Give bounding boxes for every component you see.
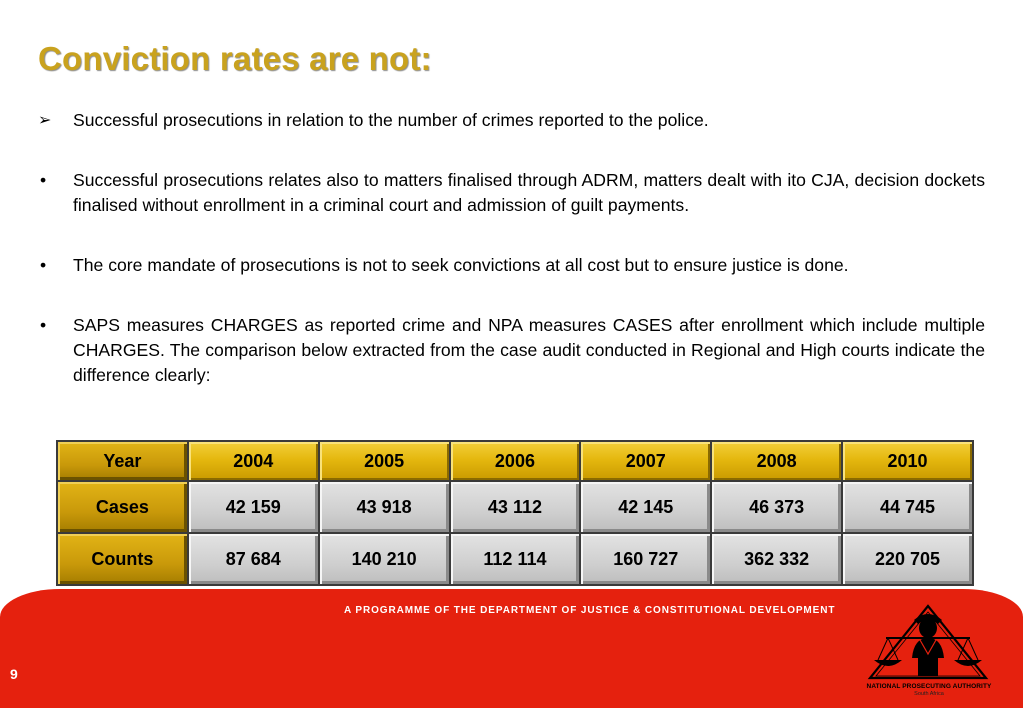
bullet-text: SAPS measures CHARGES as reported crime … <box>73 315 985 385</box>
table-header-cell: 2008 <box>710 440 844 482</box>
table-header-cell: 2007 <box>579 440 713 482</box>
dot-bullet-icon: • <box>40 315 47 335</box>
table-cell: 160 727 <box>579 532 713 586</box>
page-number: 9 <box>10 666 18 682</box>
table-cell: 42 145 <box>579 480 713 534</box>
table-header-cell: Year <box>56 440 189 482</box>
table-cell: 220 705 <box>841 532 974 586</box>
slide-title: Conviction rates are not: <box>38 40 432 77</box>
table-cell: 362 332 <box>710 532 844 586</box>
bullet-text: Successful prosecutions relates also to … <box>73 170 985 215</box>
table-cell: 43 112 <box>448 480 582 534</box>
table-row: Cases 42 159 43 918 43 112 42 145 46 373… <box>56 480 974 534</box>
dot-bullet-icon: • <box>40 170 47 190</box>
bullet-text: The core mandate of prosecutions is not … <box>73 255 849 275</box>
table-header-cell: 2006 <box>448 440 582 482</box>
logo-name: NATIONAL PROSECUTING AUTHORITY <box>866 683 992 690</box>
row-label-cell: Cases <box>56 480 189 534</box>
table-row: Counts 87 684 140 210 112 114 160 727 36… <box>56 532 974 586</box>
table-cell: 43 918 <box>317 480 451 534</box>
bullet-text: Successful prosecutions in relation to t… <box>73 110 709 130</box>
table-header-row: Year 2004 2005 2006 2007 2008 2010 <box>56 440 974 482</box>
dot-bullet-icon: • <box>40 255 47 275</box>
bullet-item: ➢ Successful prosecutions in relation to… <box>38 108 985 133</box>
table-header-cell: 2005 <box>317 440 451 482</box>
footer-band <box>0 589 1023 708</box>
table-header-cell: 2004 <box>186 440 320 482</box>
table-cell: 140 210 <box>317 532 451 586</box>
table-cell: 87 684 <box>186 532 320 586</box>
table-cell: 46 373 <box>710 480 844 534</box>
table-header-cell: 2010 <box>841 440 974 482</box>
bullet-item: • SAPS measures CHARGES as reported crim… <box>38 313 985 388</box>
footer-programme-text: A PROGRAMME OF THE DEPARTMENT OF JUSTICE… <box>344 605 836 616</box>
comparison-table: Year 2004 2005 2006 2007 2008 2010 Cases… <box>56 440 974 586</box>
table-cell: 44 745 <box>841 480 974 534</box>
arrow-bullet-icon: ➢ <box>38 112 52 129</box>
scales-of-justice-icon <box>867 604 989 680</box>
logo-subtitle: South Africa <box>914 691 944 697</box>
bullet-list: ➢ Successful prosecutions in relation to… <box>38 108 985 423</box>
table-cell: 42 159 <box>186 480 320 534</box>
table-cell: 112 114 <box>448 532 582 586</box>
row-label-cell: Counts <box>56 532 189 586</box>
bullet-item: • Successful prosecutions relates also t… <box>38 168 985 218</box>
bullet-item: • The core mandate of prosecutions is no… <box>38 253 985 278</box>
